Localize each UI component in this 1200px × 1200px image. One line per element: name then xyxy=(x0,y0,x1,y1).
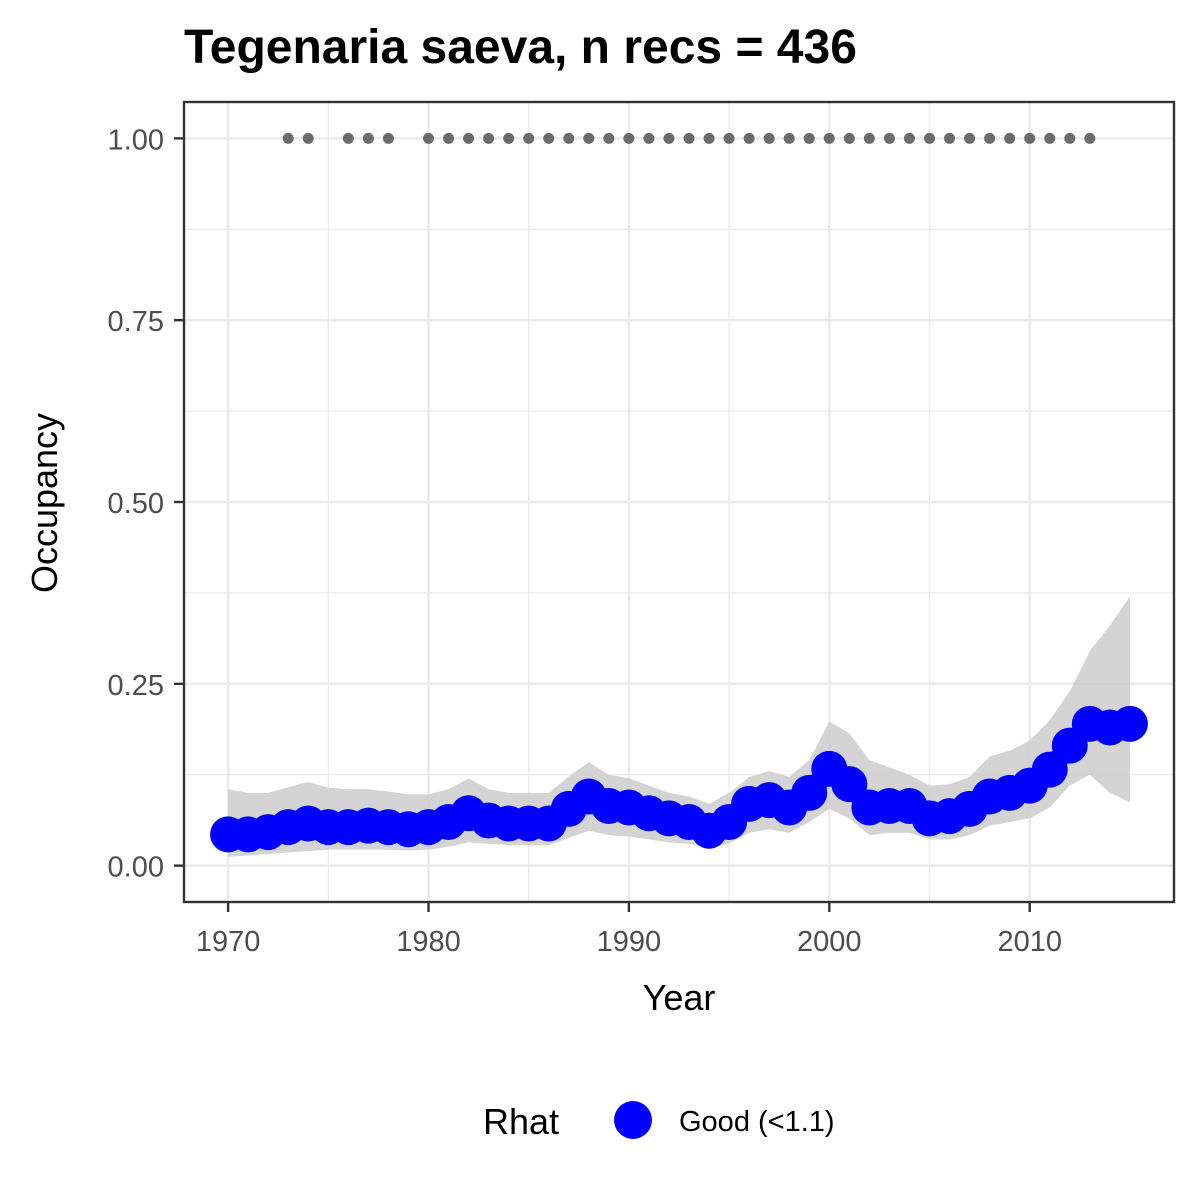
record-year-dot xyxy=(823,132,835,144)
x-tick-label: 1980 xyxy=(396,926,461,958)
y-tick-label: 0.00 xyxy=(108,852,164,884)
chart-title: Tegenaria saeva, n recs = 436 xyxy=(184,21,857,74)
record-year-dot xyxy=(523,132,535,144)
record-year-dot xyxy=(924,132,936,144)
x-tick-label: 1970 xyxy=(196,926,261,958)
record-year-dot xyxy=(302,132,314,144)
occupancy-point xyxy=(1031,751,1068,788)
legend: Rhat Good (<1.1) xyxy=(483,1101,835,1142)
record-year-dot xyxy=(563,132,575,144)
record-year-dot xyxy=(783,132,795,144)
record-year-dot xyxy=(944,132,956,144)
y-tick-label: 0.25 xyxy=(108,670,164,702)
record-year-dot xyxy=(643,132,655,144)
y-tick-label: 1.00 xyxy=(108,124,164,156)
record-year-dot xyxy=(763,132,775,144)
record-year-dot xyxy=(703,132,715,144)
record-year-dot xyxy=(1004,132,1016,144)
record-year-dot xyxy=(683,132,695,144)
x-tick-label: 2010 xyxy=(997,926,1062,958)
record-year-dot xyxy=(583,132,595,144)
record-year-dot xyxy=(483,132,495,144)
y-tick-label: 0.75 xyxy=(108,306,164,338)
record-year-dot xyxy=(382,132,394,144)
record-year-dot xyxy=(603,132,615,144)
plot-area xyxy=(174,100,1176,912)
record-year-dot xyxy=(342,132,354,144)
record-year-dot xyxy=(443,132,455,144)
record-year-dot xyxy=(422,132,434,144)
record-year-dot xyxy=(463,132,475,144)
record-year-dot xyxy=(1084,132,1096,144)
record-year-dot xyxy=(743,132,755,144)
record-year-dot xyxy=(362,132,374,144)
record-year-dot xyxy=(1024,132,1036,144)
record-year-dot xyxy=(803,132,815,144)
record-year-dot xyxy=(1064,132,1076,144)
y-tick-label: 0.50 xyxy=(108,488,164,520)
record-year-dot xyxy=(843,132,855,144)
record-year-dot xyxy=(543,132,555,144)
legend-key-good xyxy=(614,1101,652,1139)
record-year-dot xyxy=(623,132,635,144)
legend-label-good: Good (<1.1) xyxy=(679,1106,835,1138)
record-year-dot xyxy=(903,132,915,144)
record-year-dot xyxy=(663,132,675,144)
y-axis-title: Occupancy xyxy=(24,413,65,593)
x-tick-label: 2000 xyxy=(797,926,862,958)
record-year-dot xyxy=(883,132,895,144)
x-tick-label: 1990 xyxy=(597,926,662,958)
occupancy-point xyxy=(831,766,868,803)
occupancy-point xyxy=(1111,705,1148,742)
record-year-dot xyxy=(1044,132,1056,144)
x-axis-title: Year xyxy=(643,977,716,1018)
occupancy-point xyxy=(791,774,828,811)
legend-title: Rhat xyxy=(483,1101,559,1142)
record-year-dot xyxy=(964,132,976,144)
record-year-dot xyxy=(984,132,996,144)
record-year-dot xyxy=(723,132,735,144)
record-year-dot xyxy=(863,132,875,144)
record-year-dot xyxy=(503,132,515,144)
record-year-dot xyxy=(282,132,294,144)
